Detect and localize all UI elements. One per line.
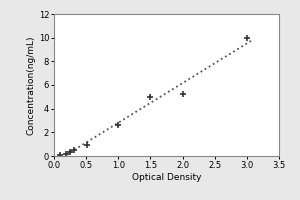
Y-axis label: Concentration(ng/mL): Concentration(ng/mL): [27, 35, 36, 135]
X-axis label: Optical Density: Optical Density: [132, 173, 201, 182]
